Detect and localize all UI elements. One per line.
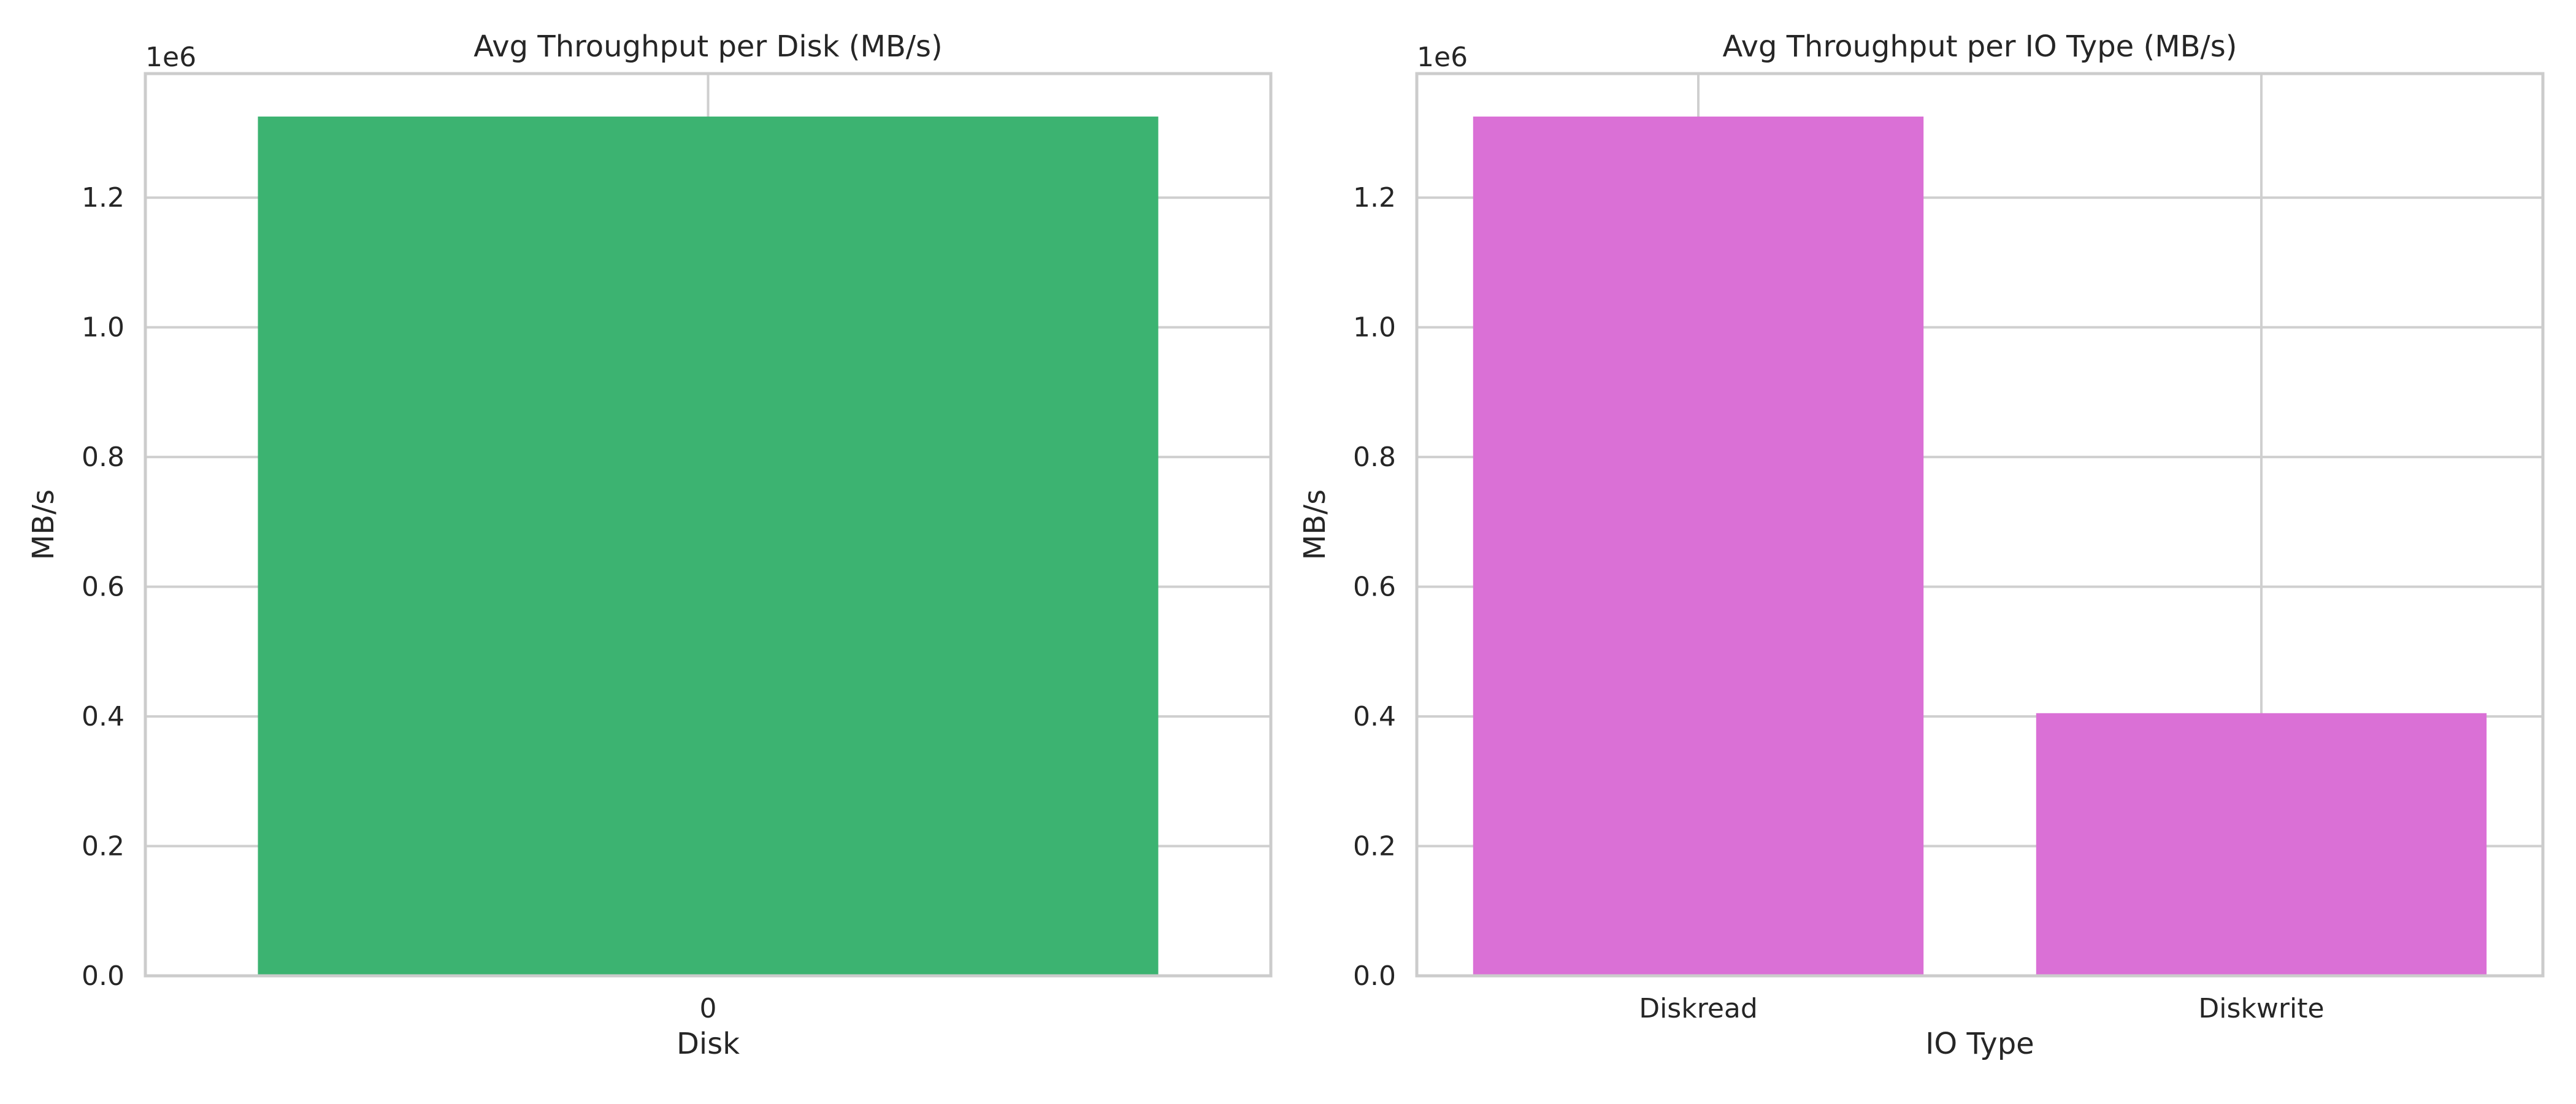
bar-diskread bbox=[1473, 117, 1924, 976]
y-tick-label: 1.2 bbox=[1353, 182, 1396, 213]
y-tick-label: 0.2 bbox=[82, 831, 125, 862]
y-tick-label: 0.0 bbox=[82, 960, 125, 992]
x-tick-label: 0 bbox=[700, 993, 717, 1024]
y-tick-label: 0.4 bbox=[82, 701, 125, 732]
y-tick-label: 0.6 bbox=[82, 572, 125, 603]
y-tick-label: 0.6 bbox=[1353, 572, 1396, 603]
y-axis-label: MB/s bbox=[1298, 489, 1332, 561]
y-axis-label: MB/s bbox=[26, 489, 61, 561]
y-tick-label: 1.2 bbox=[82, 182, 125, 213]
y-tick-label: 0.2 bbox=[1353, 831, 1396, 862]
x-tick-label: Diskwrite bbox=[2198, 993, 2324, 1024]
x-axis-label: IO Type bbox=[1925, 1027, 2034, 1061]
y-offset-label: 1e6 bbox=[1417, 42, 1468, 73]
y-offset-label: 1e6 bbox=[145, 42, 196, 73]
chart-title: Avg Throughput per IO Type (MB/s) bbox=[1723, 29, 2237, 64]
y-tick-label: 0.0 bbox=[1353, 960, 1396, 992]
y-tick-label: 1.0 bbox=[82, 312, 125, 343]
chart-title: Avg Throughput per Disk (MB/s) bbox=[473, 29, 943, 64]
y-tick-label: 1.0 bbox=[1353, 312, 1396, 343]
y-tick-label: 0.8 bbox=[82, 442, 125, 473]
x-axis-label: Disk bbox=[677, 1027, 740, 1061]
x-tick-label: Diskread bbox=[1639, 993, 1758, 1024]
bar-0 bbox=[258, 117, 1159, 976]
axes-frame bbox=[144, 72, 1273, 978]
axes-frame bbox=[1415, 72, 2545, 978]
y-tick-label: 0.8 bbox=[1353, 442, 1396, 473]
bar-diskwrite bbox=[2036, 713, 2487, 976]
y-tick-label: 0.4 bbox=[1353, 701, 1396, 732]
